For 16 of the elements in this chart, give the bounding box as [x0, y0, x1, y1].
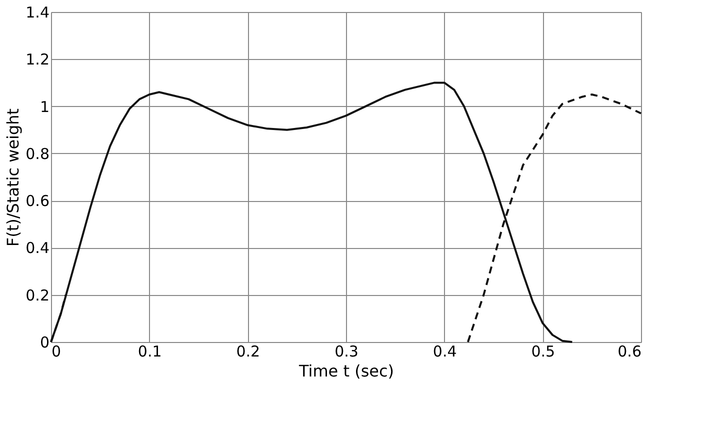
x-tick-label: 0.1	[138, 342, 162, 360]
x-tick-label: 0.5	[531, 342, 556, 360]
x-tick-label: 0.4	[432, 342, 457, 360]
y-tick-label: 0.4	[26, 239, 50, 258]
x-tick-label: 0.6	[618, 342, 642, 360]
y-tick-label: 1.2	[26, 50, 50, 69]
y-tick-label: 0.8	[26, 144, 50, 163]
y-tick-label: 1	[40, 98, 50, 116]
x-axis-title: Time t (sec)	[298, 362, 394, 380]
x-tick-label: 0	[52, 342, 62, 360]
y-tick-label: 0.2	[26, 286, 50, 304]
y-axis-title: F(t)/Static weight	[4, 108, 23, 247]
y-tick-label: 1.4	[26, 4, 50, 22]
x-tick-label: 0.3	[334, 342, 358, 360]
y-tick-label: 0.6	[26, 192, 50, 210]
x-tick-label: 0.2	[236, 342, 260, 360]
